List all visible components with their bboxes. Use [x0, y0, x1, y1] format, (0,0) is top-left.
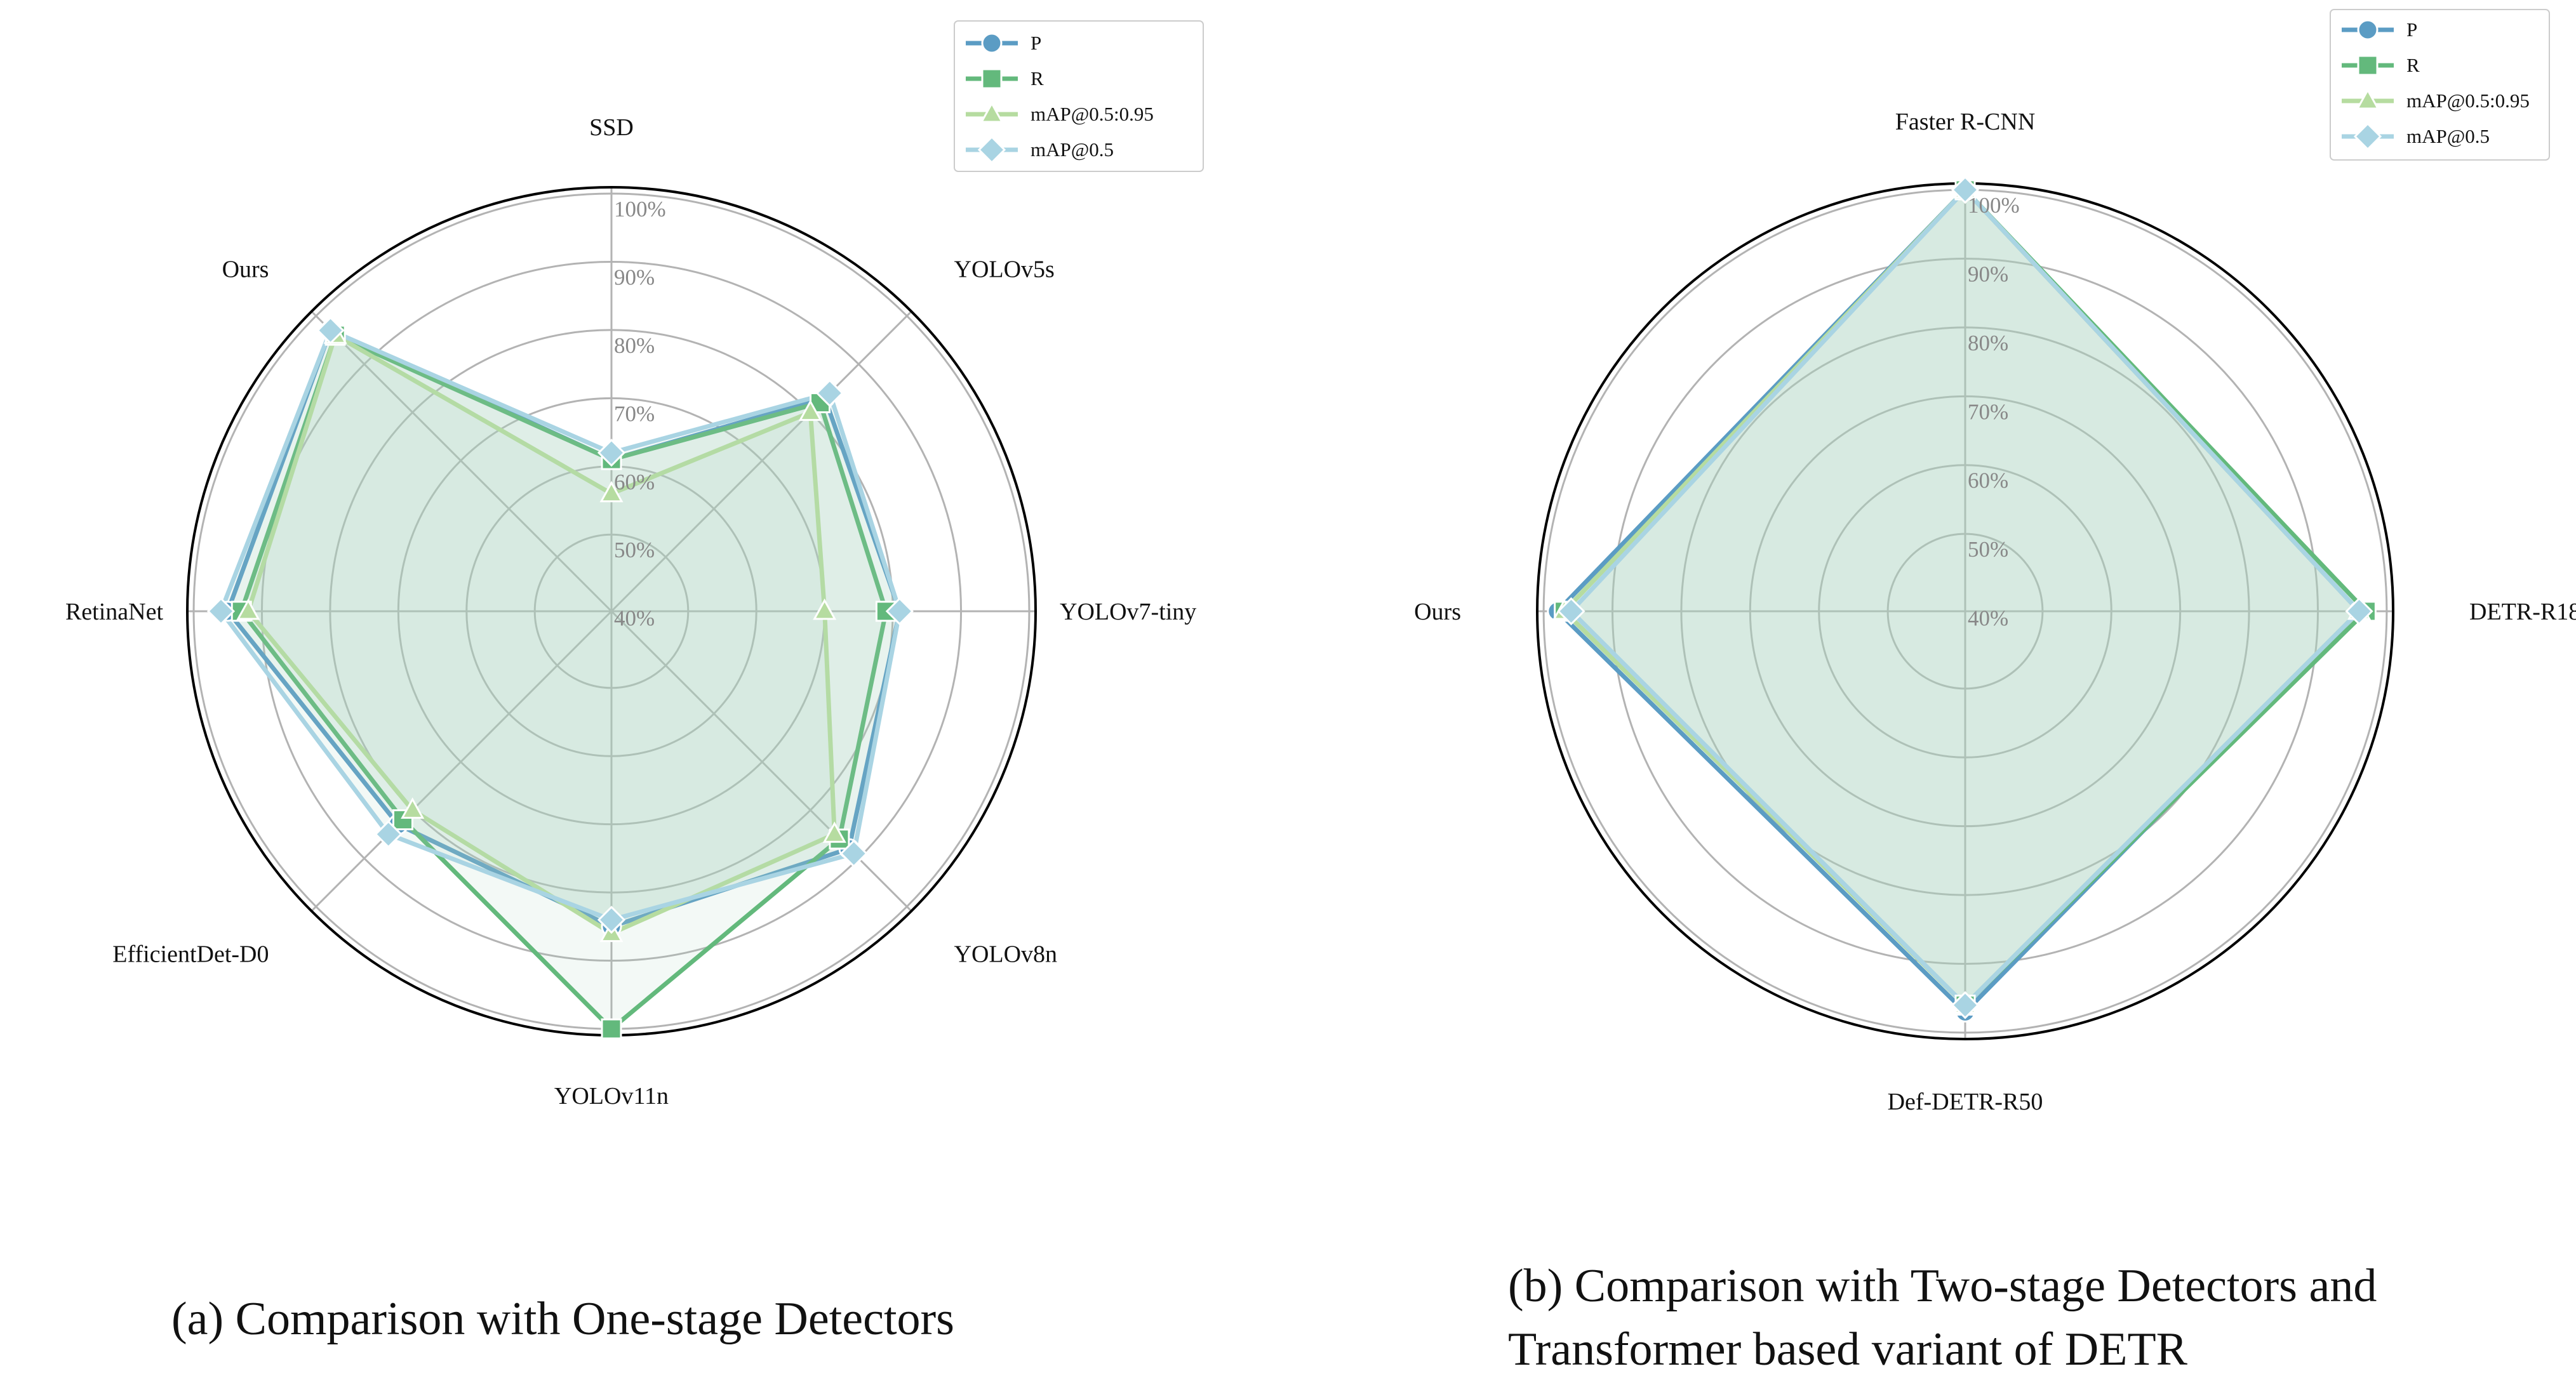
axis-label-def-detr-r50: Def-DETR-R50 — [1888, 1089, 2043, 1115]
legend-box — [954, 20, 1204, 172]
point-map-0-5-yolov8n — [839, 839, 868, 868]
point-map-0-5-yolov5s — [815, 379, 844, 408]
legend-marker-map-0-5-0-95 — [2356, 88, 2380, 110]
axis-label-faster-r-cnn: Faster R-CNN — [1895, 109, 2036, 135]
radar-tick-labels: 40% 50% 60% 70% 80% 90% 100% — [1968, 193, 2020, 630]
legend-marker-map-0-5-0-95 — [980, 101, 1004, 123]
tick-label-100: 100% — [1968, 193, 2020, 218]
tick-label-50: 50% — [1968, 537, 2008, 562]
legend-label-map-0-5: mAP@0.5 — [2406, 125, 2490, 147]
tick-label-80: 80% — [1968, 331, 2008, 355]
axis-label-yolov11n: YOLOv11n — [554, 1083, 669, 1110]
legend-label-map-0-5: mAP@0.5 — [1031, 138, 1114, 161]
series-fill-map-0-5 — [221, 330, 900, 920]
grid-spoke — [310, 310, 613, 613]
point-map-0-5-efficientdet-d0 — [374, 820, 403, 849]
point-map-0-5-def-detr-r50 — [1951, 991, 1980, 1019]
tick-label-70: 70% — [1968, 399, 2008, 424]
grid-spoke — [610, 610, 912, 912]
radar-axis-labels: SSD YOLOv5s YOLOv7-tiny YOLOv8n YOLOv11n Effi… — [65, 114, 1196, 1110]
axis-label-yolov8n: YOLOv8n — [954, 941, 1058, 968]
point-map-0-5-ours — [316, 316, 345, 345]
series-fill-r — [241, 335, 886, 1029]
point-map-0-5-0-95-efficientdet-d0 — [401, 797, 425, 819]
radar-axis-labels: Faster R-CNN DETR-R18 Def-DETR-R50 Ours — [1414, 109, 2576, 1115]
tick-label-90: 90% — [614, 265, 655, 289]
axis-label-detr-r18: DETR-R18 — [2469, 599, 2576, 625]
point-map-0-5-0-95-yolov7-tiny — [813, 598, 837, 620]
axis-label-ssd: SSD — [589, 114, 634, 141]
axis-label-yolov5s: YOLOv5s — [954, 256, 1055, 282]
axis-label-ours: Ours — [222, 256, 269, 282]
legend-label-map-0-5-0-95: mAP@0.5:0.95 — [1031, 103, 1154, 125]
point-map-0-5-yolov11n — [597, 905, 626, 934]
legend-marker-map-0-5 — [977, 135, 1006, 164]
legend-box — [2330, 9, 2550, 161]
tick-label-40: 40% — [614, 606, 655, 631]
series-fill-map-0-5-0-95 — [248, 335, 835, 934]
tick-label-100: 100% — [614, 197, 666, 222]
tick-label-50: 50% — [614, 538, 655, 562]
axis-label-ours: Ours — [1414, 599, 1461, 625]
point-map-0-5-ours — [1557, 597, 1585, 626]
legend-label-p: P — [1031, 32, 1041, 54]
axis-label-yolov7-tiny: YOLOv7-tiny — [1060, 599, 1196, 625]
legend-label-r: R — [1031, 67, 1044, 89]
axis-label-efficientdet-d0: EfficientDet-D0 — [112, 941, 269, 968]
legend-marker-map-0-5 — [2353, 122, 2382, 151]
point-map-0-5-0-95-retinanet — [236, 598, 260, 620]
point-map-0-5-0-95-yolov5s — [798, 399, 822, 421]
grid-spoke — [310, 610, 613, 912]
caption-two-stage-line1: (b) Comparison with Two-stage Detectors … — [1508, 1260, 2377, 1312]
legend-label-p: P — [2406, 18, 2417, 41]
point-map-0-5-detr-r18 — [2345, 597, 2373, 626]
tick-label-60: 60% — [1968, 468, 2008, 493]
legend-marker-p — [981, 32, 1003, 54]
point-map-0-5-retinanet — [206, 597, 236, 626]
series-fill-r — [1564, 190, 2366, 1005]
radar-chart-one-stage: 40% 50% 60% 70% 80% 90% 100% SSD YOLOv5s YOLOv7-t… — [65, 20, 1204, 1110]
point-r-yolov11n — [601, 1018, 622, 1040]
radar-chart-two-stage: 40% 50% 60% 70% 80% 90% 100% Faster R-CNN DETR-R… — [1414, 9, 2576, 1115]
tick-label-60: 60% — [614, 470, 655, 494]
radar-series — [206, 316, 914, 1040]
tick-label-80: 80% — [614, 333, 655, 358]
tick-label-90: 90% — [1968, 262, 2008, 287]
tick-label-40: 40% — [1968, 606, 2008, 631]
tick-label-70: 70% — [614, 401, 655, 426]
legend-marker-r — [981, 68, 1003, 89]
series-fill-p — [227, 330, 900, 927]
point-map-0-5-ssd — [597, 439, 626, 467]
radar-series — [1547, 175, 2377, 1023]
legend-label-map-0-5-0-95: mAP@0.5:0.95 — [2406, 89, 2530, 112]
legend-label-r: R — [2406, 54, 2420, 76]
caption-one-stage: (a) Comparison with One-stage Detectors — [171, 1293, 954, 1345]
point-map-0-5-faster-r-cnn — [1951, 175, 1980, 204]
grid-spoke — [610, 310, 912, 613]
series-fill-map-0-5 — [1571, 190, 2359, 1005]
legend-marker-p — [2357, 19, 2379, 41]
axis-label-retinanet: RetinaNet — [65, 599, 164, 625]
legend-marker-r — [2357, 55, 2379, 76]
caption-two-stage-line2: Transformer based variant of DETR — [1508, 1323, 2188, 1375]
point-map-0-5-0-95-yolov8n — [822, 821, 846, 843]
radar-tick-labels: 40% 50% 60% 70% 80% 90% 100% — [614, 197, 666, 631]
point-map-0-5-0-95-ssd — [599, 480, 624, 503]
point-map-0-5-yolov7-tiny — [885, 597, 914, 626]
